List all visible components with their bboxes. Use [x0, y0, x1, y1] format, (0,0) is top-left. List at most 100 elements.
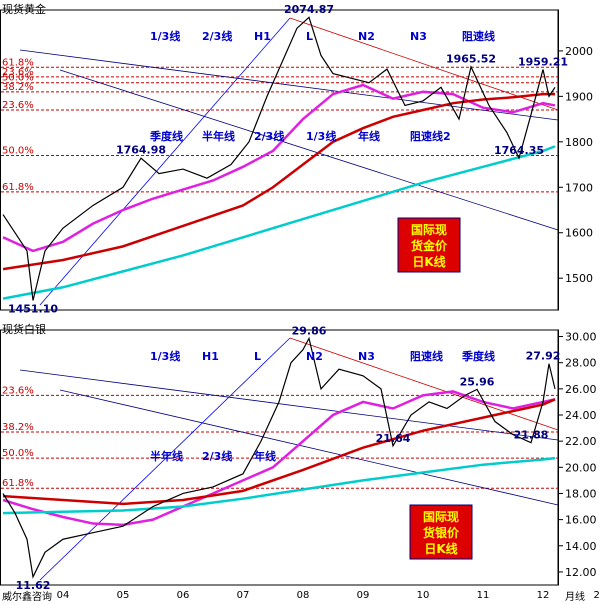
subtitle-text: 货金价	[411, 238, 448, 253]
price-annotation: 1764.98	[116, 144, 166, 157]
line-annotation: H1	[254, 30, 271, 43]
series-line-2	[2, 145, 556, 300]
line-annotation: 2/3线	[202, 449, 232, 463]
y-tick-label: 1500	[565, 272, 593, 285]
x-tick-label: 05	[117, 590, 130, 600]
fib-level-label: 61.8%	[2, 182, 34, 193]
fib-level-label: 23.6%	[2, 385, 34, 396]
channel-line	[289, 17, 559, 111]
line-annotation: 季度线	[461, 349, 495, 363]
period-label: 月线	[565, 592, 585, 603]
price-annotation: 1764.35	[494, 144, 544, 157]
channel-line	[19, 369, 559, 441]
price-annotation: 1965.52	[446, 53, 496, 66]
price-annotation: 1451.10	[8, 302, 58, 315]
x-tick-label: 06	[177, 590, 190, 600]
source-label: 威尔鑫咨询	[2, 592, 52, 603]
x-tick-label: 10	[417, 590, 430, 600]
fib-level-label: 23.6%	[2, 67, 34, 78]
y-tick-label: 28.00	[565, 357, 597, 370]
line-annotation: 阻速线	[410, 349, 443, 363]
line-annotation: 年线	[358, 129, 380, 143]
y-tick-label: 14.00	[565, 540, 597, 553]
channel-line	[59, 389, 559, 506]
y-tick-label: 30.00	[565, 331, 597, 344]
line-annotation: 1/3线	[150, 29, 180, 43]
price-annotation: 21.88	[514, 429, 549, 442]
line-annotation: 年线	[254, 449, 276, 463]
price-line	[2, 336, 556, 579]
x-tick-label: 08	[297, 590, 310, 600]
subtitle-text: 货银价	[423, 525, 460, 540]
x-tick-label: 11	[477, 590, 490, 600]
x-tick-label: 12	[537, 590, 550, 600]
silver-chart-title: 现货白银	[2, 323, 46, 336]
series-line-0	[2, 83, 556, 253]
y-tick-label: 16.00	[565, 514, 597, 527]
x-tick-label: 07	[237, 590, 250, 600]
subtitle-box	[397, 217, 461, 273]
subtitle-text: 日K线	[412, 254, 445, 269]
price-annotation: 1959.21	[518, 55, 568, 68]
subtitle-box	[409, 504, 473, 560]
price-annotation: 25.96	[460, 375, 495, 388]
y-tick-label: 1600	[565, 227, 593, 240]
silver-panel	[0, 329, 563, 586]
channel-line	[39, 17, 291, 306]
price-annotation: 11.62	[16, 579, 51, 592]
fib-level-label: 50.0%	[2, 448, 34, 459]
line-annotation: 半年线	[150, 449, 183, 463]
line-annotation: 阻速线	[462, 29, 495, 43]
line-annotation: 阻速线2	[410, 129, 451, 143]
y-tick-label: 18.00	[565, 487, 597, 500]
fib-level-label: 23.6%	[2, 100, 34, 111]
fib-level-label: 50.0%	[2, 145, 34, 156]
price-line	[2, 16, 556, 301]
line-annotation: N2	[306, 350, 323, 363]
price-annotation: 27.92	[526, 350, 561, 363]
channel-line	[289, 337, 559, 431]
price-annotation: 29.86	[292, 324, 327, 337]
series-line-2	[2, 456, 556, 515]
price-annotation: 21.64	[376, 432, 411, 445]
channel-line	[39, 337, 291, 581]
series-line-1	[2, 398, 556, 506]
fib-level-label: 61.8%	[2, 57, 34, 68]
fib-level-label: 50.0%	[2, 73, 34, 84]
y-tick-label: 12.00	[565, 566, 597, 579]
y-tick-label: 1700	[565, 181, 593, 194]
x-tick-label: 202	[593, 590, 600, 600]
series-line-1	[2, 92, 555, 271]
line-annotation: 2/3线	[254, 129, 284, 143]
channel-line	[19, 49, 559, 121]
line-annotation: H1	[202, 350, 219, 363]
y-tick-label: 26.00	[565, 383, 597, 396]
x-tick-label: 09	[357, 590, 370, 600]
subtitle-text: 国际现	[423, 510, 459, 524]
y-tick-label: 22.00	[565, 435, 597, 448]
line-annotation: N3	[410, 30, 427, 43]
fib-level-label: 38.2%	[2, 82, 34, 93]
line-annotation: L	[306, 30, 313, 43]
y-tick-label: 1900	[565, 90, 593, 103]
line-annotation: 1/3线	[150, 349, 180, 363]
line-annotation: 1/3线	[306, 129, 336, 143]
gold-panel	[0, 9, 563, 311]
plot-frame	[0, 329, 559, 586]
line-annotation: 2/3线	[202, 29, 232, 43]
fib-level-label: 61.8%	[2, 478, 34, 489]
gold-chart-title: 现货黄金	[2, 3, 46, 16]
line-annotation: N3	[358, 350, 375, 363]
line-annotation: 季度线	[149, 129, 183, 143]
channel-line	[59, 69, 559, 231]
series-line-0	[2, 390, 556, 527]
plot-frame	[0, 9, 559, 311]
y-tick-label: 20.00	[565, 461, 597, 474]
price-annotation: 2074.87	[284, 3, 334, 16]
subtitle-text: 日K线	[424, 541, 457, 556]
y-tick-label: 1800	[565, 136, 593, 149]
y-tick-label: 2000	[565, 45, 593, 58]
fib-level-label: 38.2%	[2, 422, 34, 433]
